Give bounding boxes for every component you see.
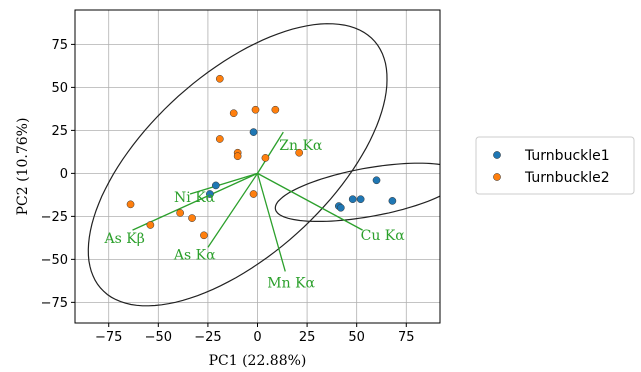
turnbuckle1-point (249, 128, 258, 136)
legend-marker (493, 151, 501, 159)
loading-vector (256, 173, 286, 272)
x-tick-label: −50 (145, 330, 172, 345)
y-tick-label: −25 (41, 210, 68, 225)
y-tick-label: 75 (51, 38, 68, 53)
loading-vector (256, 131, 284, 174)
loading-labels: Zn Kα Ni Kα As Kβ As Kα Mn Kα Cu Kα (104, 138, 406, 291)
loading-label: As Kβ (104, 231, 145, 247)
x-axis-title: PC1 (22.88%) (209, 353, 307, 369)
turnbuckle2-point (188, 214, 196, 222)
turnbuckle2-point (176, 209, 184, 217)
turnbuckle2-point (249, 190, 258, 198)
turnbuckle1-point (336, 203, 345, 212)
axis-ticks: −75 −50 −25 0 25 50 75 −75 −50 −25 0 25 50 75 (41, 38, 415, 345)
turnbuckle2-point (233, 152, 242, 161)
turnbuckle2-point (261, 154, 270, 162)
legend: Turnbuckle1 Turnbuckle2 (475, 136, 635, 195)
turnbuckle2-point (215, 135, 224, 143)
confidence-ellipse (274, 162, 440, 222)
x-tick-label: 75 (398, 330, 415, 345)
loading-label: Zn Kα (279, 138, 323, 154)
turnbuckle2-point (215, 74, 224, 83)
legend-frame (475, 136, 635, 195)
turnbuckle1-point (206, 190, 214, 198)
loading-vector (189, 172, 258, 195)
y-tick-label: 50 (51, 81, 68, 96)
turnbuckle1-point (211, 181, 220, 190)
x-tick-label: 25 (299, 330, 316, 345)
loading-vectors (132, 131, 363, 272)
legend-label: Turnbuckle1 (524, 148, 610, 164)
x-tick-label: −75 (95, 330, 122, 345)
y-tick-label: −75 (41, 296, 68, 311)
legend-label: Turnbuckle2 (524, 170, 610, 186)
turnbuckle1-point (388, 197, 397, 205)
loading-label: Mn Kα (267, 275, 315, 291)
loading-label: Ni Kα (174, 190, 216, 206)
x-tick-label: 50 (348, 330, 365, 345)
turnbuckle1-point (348, 195, 357, 204)
turnbuckle1-point (372, 176, 381, 185)
loading-label: As Kα (173, 247, 216, 263)
loading-vector (257, 172, 363, 231)
turnbuckle2-point (295, 148, 304, 157)
data-points (126, 74, 397, 240)
turnbuckle2-point (229, 109, 238, 118)
turnbuckle1-point (356, 195, 365, 204)
y-tick-label: 25 (51, 124, 68, 139)
turnbuckle2-point (251, 105, 260, 114)
y-tick-label: −50 (41, 253, 68, 268)
loading-vector (207, 173, 259, 248)
turnbuckle2-point (146, 221, 155, 229)
turnbuckle2-point (200, 231, 208, 240)
loading-label: Cu Kα (361, 228, 406, 244)
x-tick-label: −25 (194, 330, 221, 345)
legend-marker (493, 173, 501, 181)
x-tick-label: 0 (253, 330, 261, 345)
y-tick-label: 0 (60, 167, 68, 182)
confidence-ellipses (87, 23, 440, 307)
loading-vector (132, 172, 258, 231)
turnbuckle2-point (271, 105, 280, 114)
confidence-ellipse (87, 23, 388, 307)
y-axis-title: PC2 (10.76%) (15, 118, 31, 216)
turnbuckle2-point (126, 200, 135, 209)
